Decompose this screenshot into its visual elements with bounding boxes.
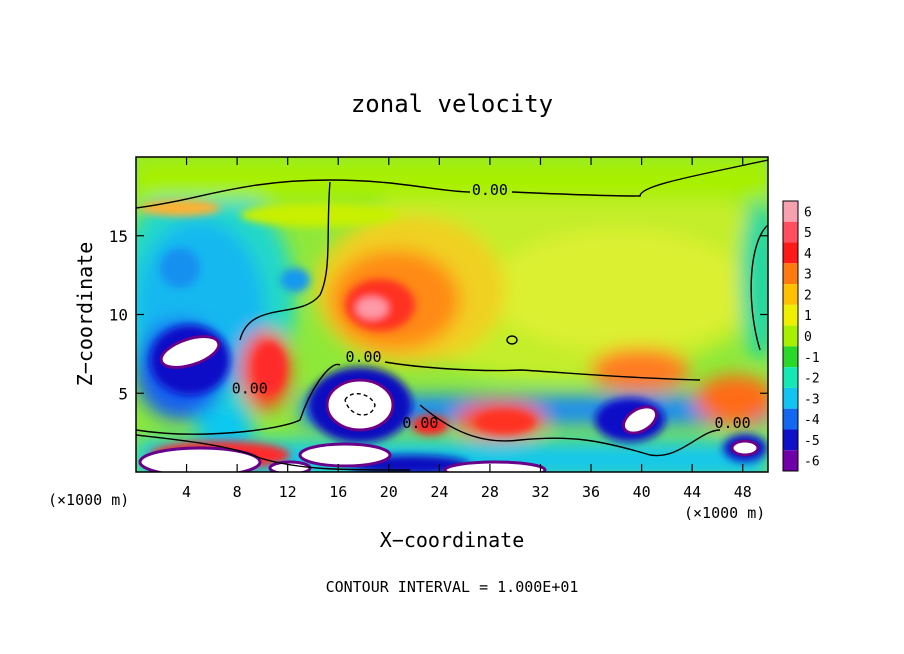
colorbar-label: 3	[804, 268, 812, 283]
colorbar-label: -6	[804, 455, 820, 470]
colorbar-frame	[782, 200, 799, 472]
contour-label: 0.00	[472, 181, 508, 199]
contour-label: 0.00	[232, 379, 268, 397]
y-tick-label: 15	[109, 227, 128, 246]
colorbar-label: 4	[804, 247, 812, 262]
contour-labels: 0.00 0.00 0.00 0.00 0.00	[232, 181, 751, 432]
velocity-field	[136, 157, 768, 472]
colorbar-segment	[783, 450, 798, 471]
colorbar-segment	[783, 325, 798, 347]
y-tick-label: 5	[118, 384, 128, 403]
x-tick-label: 4	[182, 483, 191, 501]
x-tick-label: 40	[633, 483, 651, 501]
colorbar-segment	[783, 242, 798, 264]
x-unit-left: (×1000 m)	[48, 491, 129, 509]
x-tick-label: 24	[430, 483, 448, 501]
x-tick-label: 16	[329, 483, 347, 501]
x-tick-label: 8	[233, 483, 242, 501]
colorbar-label: 6	[804, 205, 812, 220]
colorbar-segment	[783, 408, 798, 430]
colorbar-label: -3	[804, 392, 820, 407]
colorbar-segment	[783, 429, 798, 451]
x-axis: 4 8 12 16 20 24 28 32 36 40 44 48	[182, 157, 752, 501]
x-tick-label: 12	[279, 483, 297, 501]
y-axis-label: Z−coordinate	[73, 242, 97, 387]
colorbar-label: 1	[804, 309, 812, 324]
x-tick-label: 44	[683, 483, 701, 501]
colorbar-label: 2	[804, 288, 812, 303]
x-tick-label: 28	[481, 483, 499, 501]
contour-label: 0.00	[402, 414, 438, 432]
x-axis-label: X−coordinate	[380, 528, 525, 552]
colorbar-segment	[783, 367, 798, 388]
contour-label: 0.00	[715, 414, 751, 432]
colorbar-segment	[783, 387, 798, 409]
colorbar-segment	[783, 201, 798, 222]
x-tick-label: 36	[582, 483, 600, 501]
y-tick-label: 10	[109, 306, 128, 325]
colorbar-label: -4	[804, 413, 820, 428]
contour-label: 0.00	[345, 348, 381, 366]
x-tick-label: 32	[531, 483, 549, 501]
colorbar-segment	[783, 304, 798, 326]
y-axis: 5 10 15	[109, 227, 768, 403]
colorbar-label: 5	[804, 226, 812, 241]
colorbar-label: -2	[804, 372, 820, 387]
x-tick-label: 48	[734, 483, 752, 501]
colorbar-label: -1	[804, 351, 820, 366]
colorbar-label: 0	[804, 330, 812, 345]
colorbar-label: -5	[804, 434, 820, 449]
colorbar-segment	[783, 221, 798, 243]
colorbar-segment	[783, 284, 798, 305]
colorbar-segment	[783, 346, 798, 368]
x-unit-right: (×1000 m)	[684, 504, 765, 522]
colorbar: 6 5 4 3 2 1 0 -1 -2 -3 -4 -5 -6	[782, 200, 820, 472]
colorbar-segment	[783, 263, 798, 285]
chart-title: zonal velocity	[351, 90, 553, 118]
x-tick-label: 20	[380, 483, 398, 501]
contour-interval-note: CONTOUR INTERVAL = 1.000E+01	[326, 578, 579, 596]
